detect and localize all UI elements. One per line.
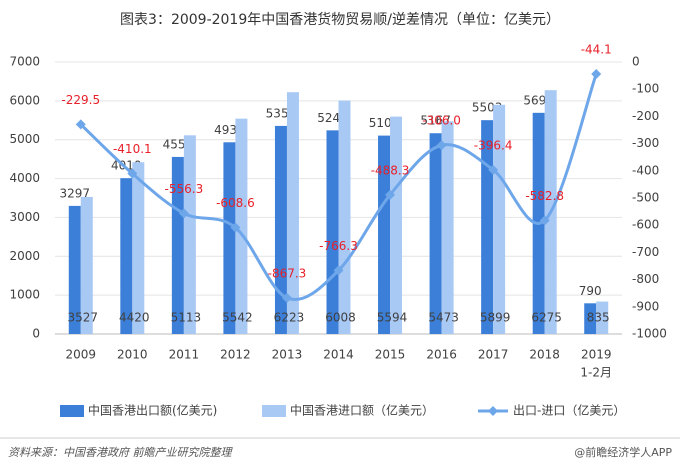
line-label: -867.3 (268, 266, 307, 280)
bar (132, 162, 145, 334)
y-tick-label: 0 (32, 327, 40, 341)
y2-tick-label: -700 (632, 245, 659, 259)
source: 资料来源：中国香港政府 前瞻产业研究院整理 (8, 446, 233, 459)
credit: @前瞻经济学人APP (574, 445, 672, 459)
legend-label: 出口-进口（亿美元） (513, 403, 625, 418)
y-tick-label: 1000 (9, 288, 40, 302)
bar (120, 178, 133, 334)
y-tick-label: 5000 (9, 132, 40, 146)
y2-tick-label: -1000 (632, 327, 667, 341)
bar (493, 104, 506, 335)
bar-label: 5113 (171, 311, 202, 325)
y-tick-label: 6000 (9, 93, 40, 107)
line-marker (127, 168, 138, 179)
x-tick-label: 2010 (117, 348, 148, 362)
y2-tick-label: -500 (632, 191, 659, 205)
y2-tick-label: -800 (632, 272, 659, 286)
line-label: -44.1 (581, 42, 612, 56)
legend-label: 中国香港进口额（亿美元） (290, 403, 434, 418)
bar-label: 5473 (428, 311, 459, 325)
bar-label: 3297 (59, 186, 90, 200)
bar (274, 125, 287, 334)
x-tick-label: 2018 (529, 348, 560, 362)
line-marker (591, 68, 602, 79)
bar-label: 6008 (325, 311, 356, 325)
bar (429, 133, 442, 334)
bar (223, 142, 236, 334)
y-tick-label: 2000 (9, 249, 40, 263)
x-tick-label: 2009 (65, 348, 96, 362)
bar-label: 790 (579, 284, 602, 298)
y2-tick-label: -400 (632, 163, 659, 177)
bar (338, 100, 351, 334)
line-marker (178, 208, 189, 219)
y2-tick-label: -200 (632, 109, 659, 123)
bar (183, 135, 196, 334)
line-label: -229.5 (61, 93, 100, 107)
line-label: -488.3 (371, 163, 410, 177)
bar (596, 301, 609, 334)
x-tick-label: 2015 (375, 348, 406, 362)
bar-label: 4420 (119, 311, 150, 325)
line-marker (281, 292, 292, 303)
legend-swatch (60, 405, 84, 417)
bar-label: 6275 (531, 311, 562, 325)
chart-title: 图表3：2009-2019年中国香港货物贸易顺/逆差情况（单位：亿美元） (120, 11, 560, 28)
bar-label: 5899 (480, 311, 511, 325)
legend-swatch (488, 406, 498, 416)
y2-tick-label: -600 (632, 218, 659, 232)
x-tick-label: 2019 (581, 348, 612, 362)
line-label: -582.8 (525, 189, 564, 203)
line-label: -410.1 (113, 142, 152, 156)
bar-label: 3527 (67, 311, 98, 325)
bar (326, 130, 339, 334)
bar (441, 121, 454, 334)
bar-label: 5542 (222, 311, 253, 325)
y2-tick-label: -900 (632, 299, 659, 313)
line-marker (385, 189, 396, 200)
bar-label: 5594 (377, 311, 408, 325)
line (79, 73, 598, 301)
line-marker (488, 164, 499, 175)
line-label: -608.6 (216, 196, 255, 210)
bar-label: 835 (587, 311, 610, 325)
bar (481, 120, 494, 334)
bar (235, 118, 248, 334)
x-tick-label: 2011 (169, 348, 200, 362)
x-tick-label: 2017 (478, 348, 509, 362)
bar-label: 6223 (274, 311, 305, 325)
bar (390, 116, 403, 334)
bar (378, 135, 391, 334)
line-label: -766.3 (319, 239, 358, 253)
legend-swatch (262, 405, 286, 417)
y2-tick-label: 0 (632, 55, 640, 69)
bar (68, 205, 81, 334)
line-marker (75, 119, 86, 130)
y-tick-label: 7000 (9, 55, 40, 69)
legend-label: 中国香港出口额(亿美元) (88, 403, 217, 418)
bar (584, 303, 597, 334)
line-label: -556.3 (165, 182, 204, 196)
x-tick-label: 2016 (426, 348, 457, 362)
x-tick-label: 2012 (220, 348, 251, 362)
y-tick-label: 4000 (9, 171, 40, 185)
y2-tick-label: -300 (632, 136, 659, 150)
y2-tick-label: -100 (632, 82, 659, 96)
line-marker (333, 265, 344, 276)
x-tick-label: 2013 (272, 348, 303, 362)
bar (80, 196, 93, 334)
bar (171, 156, 184, 334)
bar (286, 92, 299, 334)
x-tick-label: 1-2月 (580, 366, 612, 380)
y-tick-label: 3000 (9, 210, 40, 224)
line-marker (230, 222, 241, 233)
line-marker (539, 215, 550, 226)
line-label: -306.0 (422, 114, 461, 128)
line-label: -396.4 (474, 138, 513, 152)
line-marker (436, 140, 447, 151)
x-tick-label: 2014 (323, 348, 354, 362)
